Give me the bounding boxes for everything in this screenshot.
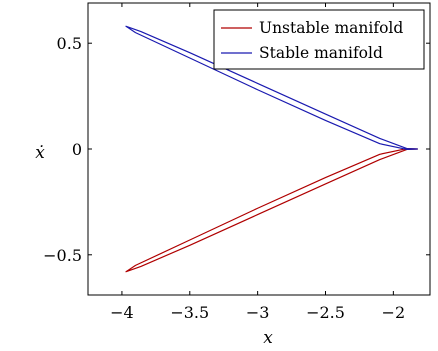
stable-manifold-line bbox=[125, 25, 418, 151]
y-axis-label: ẋ bbox=[35, 143, 45, 163]
legend-box bbox=[213, 9, 425, 70]
x-tick-label: −4 bbox=[110, 303, 134, 322]
x-tick-label: −3 bbox=[246, 303, 270, 322]
series-layer bbox=[125, 25, 418, 273]
x-axis-label: x bbox=[263, 328, 273, 348]
unstable-manifold-line bbox=[125, 147, 418, 273]
y-tick-label: 0 bbox=[72, 140, 82, 159]
y-tick-label: −0.5 bbox=[43, 246, 82, 265]
x-tick-label: −2 bbox=[382, 303, 406, 322]
legend: Unstable manifold Stable manifold bbox=[213, 9, 425, 70]
legend-label-unstable: Unstable manifold bbox=[259, 19, 403, 37]
ticks-layer: −4 −3.5 −3 −2.5 −2 −0.5 0 0.5 bbox=[43, 3, 430, 322]
legend-label-stable: Stable manifold bbox=[259, 44, 383, 62]
x-tick-label: −3.5 bbox=[170, 303, 209, 322]
x-tick-label: −2.5 bbox=[306, 303, 345, 322]
y-tick-label: 0.5 bbox=[57, 34, 82, 53]
